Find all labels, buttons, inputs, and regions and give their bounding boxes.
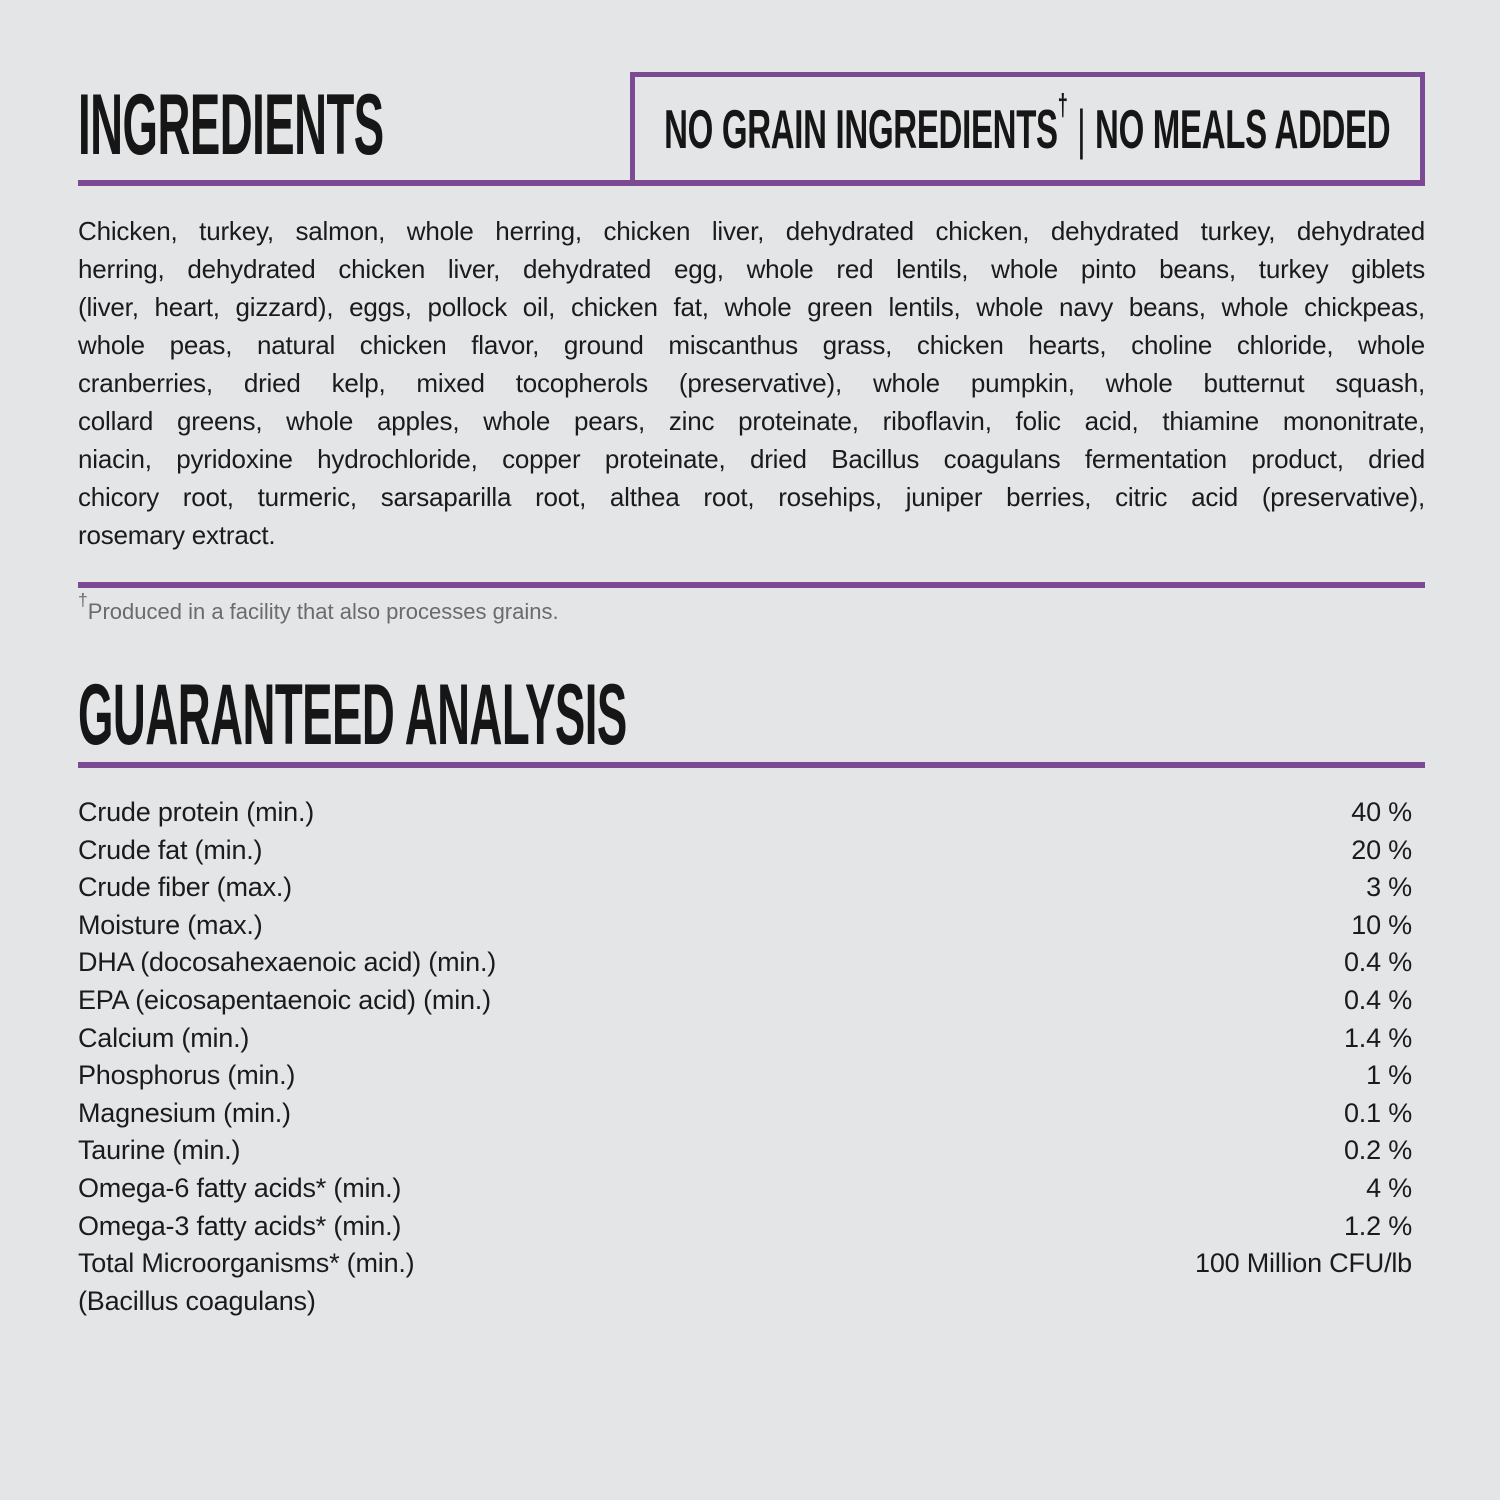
ingredients-title-wrap: INGREDIENTS xyxy=(78,82,655,168)
analysis-label: Crude fat (min.) xyxy=(78,834,263,865)
analysis-value: 1.2 % xyxy=(1343,1210,1412,1241)
analysis-label: Crude protein (min.) xyxy=(78,797,315,827)
ingredients-line: chicory root, turmeric, sarsaparilla roo… xyxy=(78,482,1425,512)
analysis-row: Crude fat (min.) 20 % xyxy=(78,832,1425,870)
guaranteed-analysis-title: GUARANTEED ANALYSIS xyxy=(78,667,627,763)
analysis-row: EPA (eicosapentaenoic acid) (min.) 0.4 % xyxy=(78,982,1425,1020)
no-grain-badge-text: NO GRAIN INGREDIENTS† | NO MEALS ADDED xyxy=(664,90,1391,157)
analysis-row: Phosphorus (min.) 1 % xyxy=(78,1057,1425,1095)
analysis-label: Taurine (min.) xyxy=(78,1135,241,1166)
badge-left-text: NO GRAIN INGREDIENTS xyxy=(664,97,1059,160)
footnote-text: Produced in a facility that also process… xyxy=(87,599,559,624)
analysis-value: 0.1 % xyxy=(1343,1097,1412,1128)
badge-dagger: † xyxy=(1058,88,1068,122)
analysis-row: Crude fiber (max.) 3 % xyxy=(78,869,1425,907)
ingredients-paragraph: Chicken, turkey, salmon, whole herring, … xyxy=(78,212,1425,554)
ingredients-title: INGREDIENTS xyxy=(78,77,384,173)
analysis-label: Omega-6 fatty acids* (min.) xyxy=(78,1172,402,1203)
analysis-row: Total Microorganisms* (min.) 100 Million… xyxy=(78,1245,1425,1283)
analysis-row: Moisture (max.) 10 % xyxy=(78,907,1425,945)
analysis-row: Calcium (min.) 1.4 % xyxy=(78,1020,1425,1058)
analysis-value: 0.4 % xyxy=(1343,947,1412,978)
analysis-label: Moisture (max.) xyxy=(78,909,263,940)
analysis-row: Magnesium (min.) 0.1 % xyxy=(78,1095,1425,1133)
label-content: INGREDIENTS NO GRAIN INGREDIENTS† | NO MEA… xyxy=(78,0,1425,1320)
analysis-label: Crude fiber (max.) xyxy=(78,872,292,903)
guaranteed-analysis-table: Crude protein (min.) 40 % Crude fat (min… xyxy=(78,794,1425,1320)
divider-rule xyxy=(78,582,1425,588)
analysis-value: 0.4 % xyxy=(1343,984,1412,1015)
analysis-value: 20 % xyxy=(1351,834,1412,865)
analysis-value: 10 % xyxy=(1351,909,1412,940)
ingredients-line: (liver, heart, gizzard), eggs, pollock o… xyxy=(78,292,1425,322)
analysis-value: 100 Million CFU/lb xyxy=(1195,1248,1412,1279)
analysis-label: Calcium (min.) xyxy=(78,1022,250,1053)
analysis-label: EPA (eicosapentaenoic acid) (min.) xyxy=(78,984,491,1015)
analysis-label: (Bacillus coagulans) xyxy=(78,1285,316,1316)
analysis-label: Magnesium (min.) xyxy=(78,1097,291,1128)
analysis-value: 3 % xyxy=(1366,872,1412,903)
analysis-row: Omega-6 fatty acids* (min.) 4 % xyxy=(78,1170,1425,1208)
analysis-label: DHA (docosahexaenoic acid) (min.) xyxy=(78,947,497,978)
analysis-row: Crude protein (min.) 40 % xyxy=(78,794,1425,832)
analysis-row: (Bacillus coagulans) xyxy=(78,1283,1425,1321)
analysis-label: Omega-3 fatty acids* (min.) xyxy=(78,1210,402,1241)
badge-right-text: NO MEALS ADDED xyxy=(1095,97,1391,160)
analysis-row: Omega-3 fatty acids* (min.) 1.2 % xyxy=(78,1208,1425,1246)
analysis-row: Taurine (min.) 0.2 % xyxy=(78,1132,1425,1170)
ingredients-line: Chicken, turkey, salmon, whole herring, … xyxy=(78,216,1425,246)
analysis-label: Phosphorus (min.) xyxy=(78,1060,296,1091)
ingredients-line: cranberries, dried kelp, mixed tocophero… xyxy=(78,368,1425,398)
ingredients-line: whole peas, natural chicken flavor, grou… xyxy=(78,330,1425,360)
analysis-value: 4 % xyxy=(1366,1172,1412,1203)
guaranteed-analysis-title-wrap: GUARANTEED ANALYSIS xyxy=(78,672,1425,758)
footnote-dagger: † xyxy=(78,590,88,611)
analysis-rule xyxy=(78,762,1425,768)
no-grain-badge: NO GRAIN INGREDIENTS† | NO MEALS ADDED xyxy=(630,72,1425,186)
analysis-value: 1 % xyxy=(1366,1060,1412,1091)
ingredients-header: INGREDIENTS NO GRAIN INGREDIENTS† | NO MEA… xyxy=(78,0,1425,186)
analysis-label: Total Microorganisms* (min.) xyxy=(78,1248,415,1279)
ingredients-line: niacin, pyridoxine hydrochloride, copper… xyxy=(78,444,1425,474)
analysis-value: 40 % xyxy=(1351,797,1412,827)
badge-separator: | xyxy=(1077,97,1086,160)
analysis-value: 0.2 % xyxy=(1343,1135,1412,1166)
ingredients-line: collard greens, whole apples, whole pear… xyxy=(78,406,1425,436)
ingredients-line: rosemary extract. xyxy=(78,520,276,550)
grain-footnote: †Produced in a facility that also proces… xyxy=(78,591,1425,626)
analysis-row: DHA (docosahexaenoic acid) (min.) 0.4 % xyxy=(78,944,1425,982)
ingredients-line: herring, dehydrated chicken liver, dehyd… xyxy=(78,254,1425,284)
analysis-value: 1.4 % xyxy=(1343,1022,1412,1053)
